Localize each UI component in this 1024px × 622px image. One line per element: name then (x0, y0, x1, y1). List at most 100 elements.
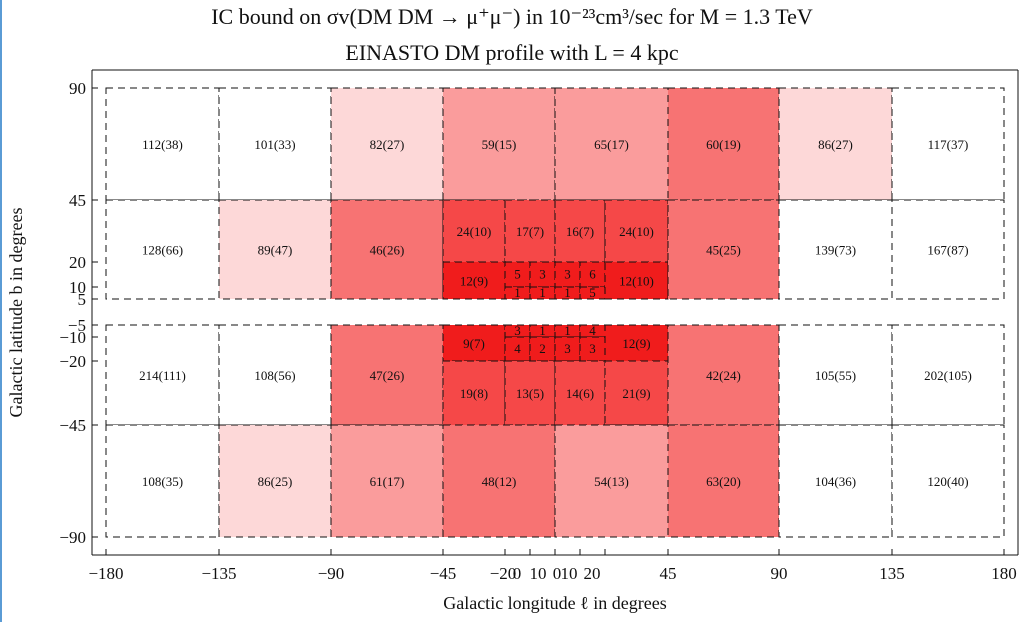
cell-value-label: 214(111) (139, 368, 186, 383)
heatmap-cell (504, 261, 531, 288)
cell-value-label: 86(27) (818, 137, 853, 152)
heatmap-cell (604, 324, 669, 362)
heatmap-cell (667, 87, 780, 201)
cell-value-label: 19(8) (460, 386, 488, 401)
cell-value-label: 101(33) (254, 137, 295, 152)
x-axis-title: Galactic longitude ℓ in degrees (443, 593, 667, 613)
cell-value-label: 65(17) (594, 137, 629, 152)
x-tick-label: 90 (771, 564, 788, 583)
cell-value-label: 12(9) (622, 336, 650, 351)
heatmap-cell (330, 199, 444, 300)
y-tick-label: −45 (59, 416, 86, 435)
cell-value-label: 108(35) (142, 474, 183, 489)
heatmap-cell (504, 336, 531, 362)
heatmap-cell (105, 87, 220, 201)
y-tick-label: 90 (69, 79, 86, 98)
x-tick-label: −135 (201, 564, 236, 583)
heatmap-cell (442, 87, 556, 201)
cell-value-label: 2 (539, 341, 546, 356)
cell-value-label: 5 (514, 267, 521, 282)
heatmap-cell (442, 261, 506, 300)
cell-value-label: 16(7) (566, 224, 594, 239)
x-tick-label: −180 (88, 564, 123, 583)
heatmap-cell (442, 199, 506, 263)
heatmap-cell (504, 199, 556, 263)
cell-value-label: 24(10) (457, 224, 492, 239)
cell-value-label: 120(40) (927, 474, 968, 489)
cell-value-label: 112(38) (142, 137, 183, 152)
heatmap-cell (604, 360, 669, 426)
cell-value-label: 4 (589, 323, 596, 338)
y-tick-label: 20 (69, 253, 86, 272)
cell-value-label: 1 (539, 285, 546, 300)
heatmap-cell (218, 324, 332, 426)
cell-value-label: 105(55) (815, 368, 856, 383)
cell-value-label: 14(6) (566, 386, 594, 401)
cell-value-label: 47(26) (370, 368, 405, 383)
cell-value-label: 61(17) (370, 474, 405, 489)
cell-value-label: 6 (589, 267, 596, 282)
x-tick-label: 10 (530, 564, 547, 583)
heatmap-cell (891, 324, 1005, 426)
heatmap-cell (554, 336, 581, 362)
heatmap-cell (891, 424, 1005, 538)
cell-value-label: 4 (514, 341, 521, 356)
cell-value-label: 3 (539, 267, 546, 282)
heatmap-cell (778, 199, 893, 300)
cell-value-label: 1 (539, 323, 546, 338)
cell-value-label: 42(24) (706, 368, 741, 383)
cell-value-label: 167(87) (927, 243, 968, 258)
heatmap-cell (891, 87, 1005, 201)
cell-value-label: 5 (589, 285, 596, 300)
heatmap-cell (105, 324, 220, 426)
cell-value-label: 9(7) (463, 336, 485, 351)
cell-value-label: 60(19) (706, 137, 741, 152)
cell-value-label: 3 (564, 267, 571, 282)
x-tick-label: 180 (991, 564, 1017, 583)
y-tick-label: −90 (59, 528, 86, 547)
x-tick-label: 20 (584, 564, 601, 583)
heatmap-cell (604, 199, 669, 263)
heatmap-cell (554, 199, 606, 263)
x-tick-label: 10 (561, 564, 578, 583)
heatmap-cell (667, 199, 780, 300)
cell-value-label: 21(9) (622, 386, 650, 401)
x-tick-label: −20 (490, 564, 517, 583)
heatmap-cell (778, 87, 893, 201)
heatmap-cell (778, 324, 893, 426)
heatmap-cell (105, 199, 220, 300)
heatmap-cell (604, 261, 669, 300)
y-tick-label: −10 (59, 328, 86, 347)
cell-value-label: 12(9) (460, 274, 488, 289)
cell-value-label: 1 (564, 285, 571, 300)
heatmap-cell (529, 261, 556, 288)
cell-value-label: 108(56) (254, 368, 295, 383)
cell-value-label: 17(7) (516, 224, 544, 239)
cell-value-label: 3 (589, 341, 596, 356)
window-left-edge (0, 0, 2, 622)
heatmap-cell (504, 360, 556, 426)
cell-value-label: 12(10) (619, 274, 654, 289)
y-tick-label: −20 (59, 352, 86, 371)
heatmap-cell (891, 199, 1005, 300)
y-tick-label: −5 (68, 316, 86, 335)
cell-value-label: 82(27) (370, 137, 405, 152)
heatmap-cell (442, 324, 506, 362)
x-tick-label: 0 (513, 564, 522, 583)
chart-title: IC bound on σv(DM DM → μ⁺μ⁻) in 10⁻²³cm³… (211, 4, 813, 29)
y-tick-label: 5 (78, 290, 87, 309)
cell-value-label: 104(36) (815, 474, 856, 489)
heatmap-cell (554, 360, 606, 426)
cell-value-label: 117(37) (928, 137, 969, 152)
x-tick-label: 0 (553, 564, 562, 583)
heatmap-cell (554, 424, 669, 538)
cell-value-label: 13(5) (516, 386, 544, 401)
cell-value-label: 89(47) (258, 243, 293, 258)
heatmap-cell (330, 424, 444, 538)
cell-value-label: 45(25) (706, 243, 741, 258)
cell-value-label: 1 (514, 285, 521, 300)
cell-value-label: 86(25) (258, 474, 293, 489)
y-tick-label: 45 (69, 191, 86, 210)
cell-value-label: 46(26) (370, 243, 405, 258)
cell-value-label: 24(10) (619, 224, 654, 239)
